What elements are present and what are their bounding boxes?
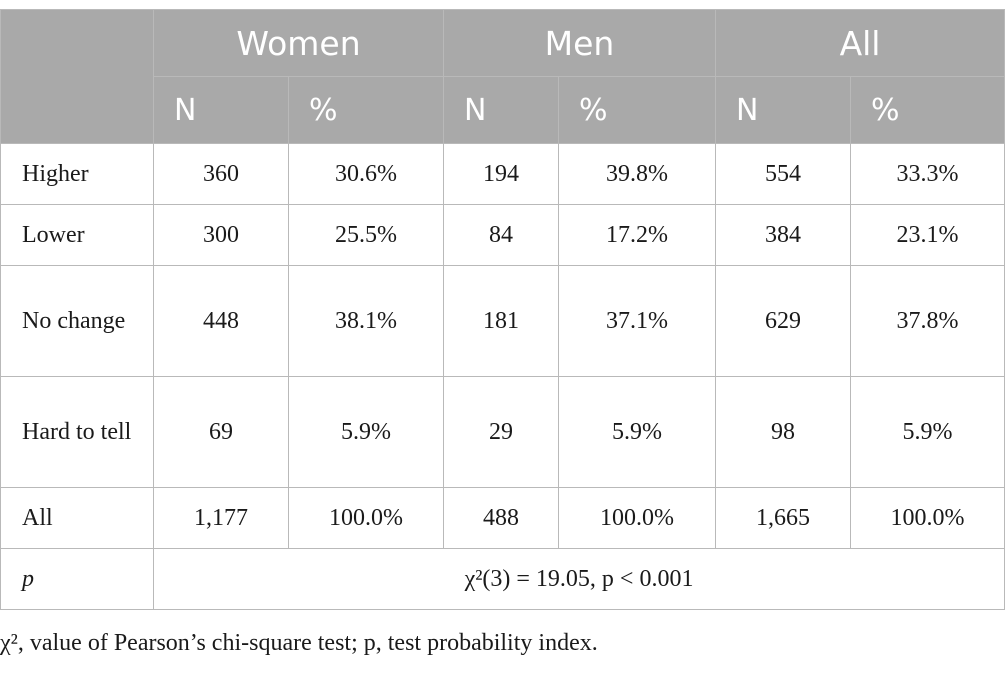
table-cell: 360 <box>153 143 289 205</box>
table-cell: 448 <box>153 265 289 377</box>
table-row: No change 448 38.1% 181 37.1% 629 37.8% <box>0 265 1005 377</box>
row-label: Higher <box>0 143 154 205</box>
table-cell: 23.1% <box>850 204 1005 266</box>
subheader-men-pct: % <box>557 76 717 144</box>
table-cell: 629 <box>715 265 852 377</box>
table-cell: 100.0% <box>288 487 444 549</box>
table-cell: 5.9% <box>557 376 717 488</box>
table-cell: 554 <box>715 143 852 205</box>
table-cell: 194 <box>443 143 559 205</box>
table-cell: 33.3% <box>850 143 1005 205</box>
table-cell: 1,665 <box>715 487 852 549</box>
group-header-all: All <box>715 9 1005 77</box>
table-cell: 29 <box>443 376 559 488</box>
p-label: p <box>0 548 154 610</box>
row-label: Lower <box>0 204 154 266</box>
table-cell: 384 <box>715 204 852 266</box>
table-cell: 1,177 <box>153 487 289 549</box>
table-cell: 488 <box>443 487 559 549</box>
subheader-women-n: N <box>153 76 289 144</box>
table-row: Higher 360 30.6% 194 39.8% 554 33.3% <box>0 143 1005 205</box>
table-cell: 100.0% <box>557 487 717 549</box>
table-cell: 84 <box>443 204 559 266</box>
group-header-women: Women <box>153 9 444 77</box>
table-cell: 100.0% <box>850 487 1005 549</box>
p-value-row: p χ²(3) = 19.05, p < 0.001 <box>0 548 1005 610</box>
table-cell: 25.5% <box>288 204 444 266</box>
chi-square-result: χ²(3) = 19.05, p < 0.001 <box>152 548 1005 610</box>
results-table: Women Men All N % N % N % Higher 360 30.… <box>0 9 1005 610</box>
row-label: All <box>0 487 154 549</box>
subheader-all-pct: % <box>850 76 1005 144</box>
corner-cell <box>0 9 154 144</box>
table-cell: 30.6% <box>288 143 444 205</box>
table-cell: 69 <box>153 376 289 488</box>
subheader-all-n: N <box>715 76 852 144</box>
table-cell: 98 <box>715 376 852 488</box>
table-cell: 39.8% <box>557 143 717 205</box>
table-cell: 37.1% <box>557 265 717 377</box>
table-cell: 5.9% <box>288 376 444 488</box>
subheader-women-pct: % <box>288 76 444 144</box>
table-cell: 181 <box>443 265 559 377</box>
table-row: All 1,177 100.0% 488 100.0% 1,665 100.0% <box>0 487 1005 549</box>
table-cell: 5.9% <box>850 376 1005 488</box>
row-label: No change <box>0 265 154 377</box>
group-header-men: Men <box>442 9 717 77</box>
table-cell: 37.8% <box>850 265 1005 377</box>
row-label: Hard to tell <box>0 376 154 488</box>
subheader-row: N % N % N % <box>1 76 1005 144</box>
table-cell: 300 <box>153 204 289 266</box>
group-header-row: Women Men All <box>0 9 1005 144</box>
subheader-men-n: N <box>443 76 559 144</box>
table-cell: 38.1% <box>288 265 444 377</box>
table-footnote: χ², value of Pearson’s chi-square test; … <box>0 630 598 656</box>
table-cell: 17.2% <box>557 204 717 266</box>
table-row: Hard to tell 69 5.9% 29 5.9% 98 5.9% <box>0 376 1005 488</box>
table-row: Lower 300 25.5% 84 17.2% 384 23.1% <box>0 204 1005 266</box>
